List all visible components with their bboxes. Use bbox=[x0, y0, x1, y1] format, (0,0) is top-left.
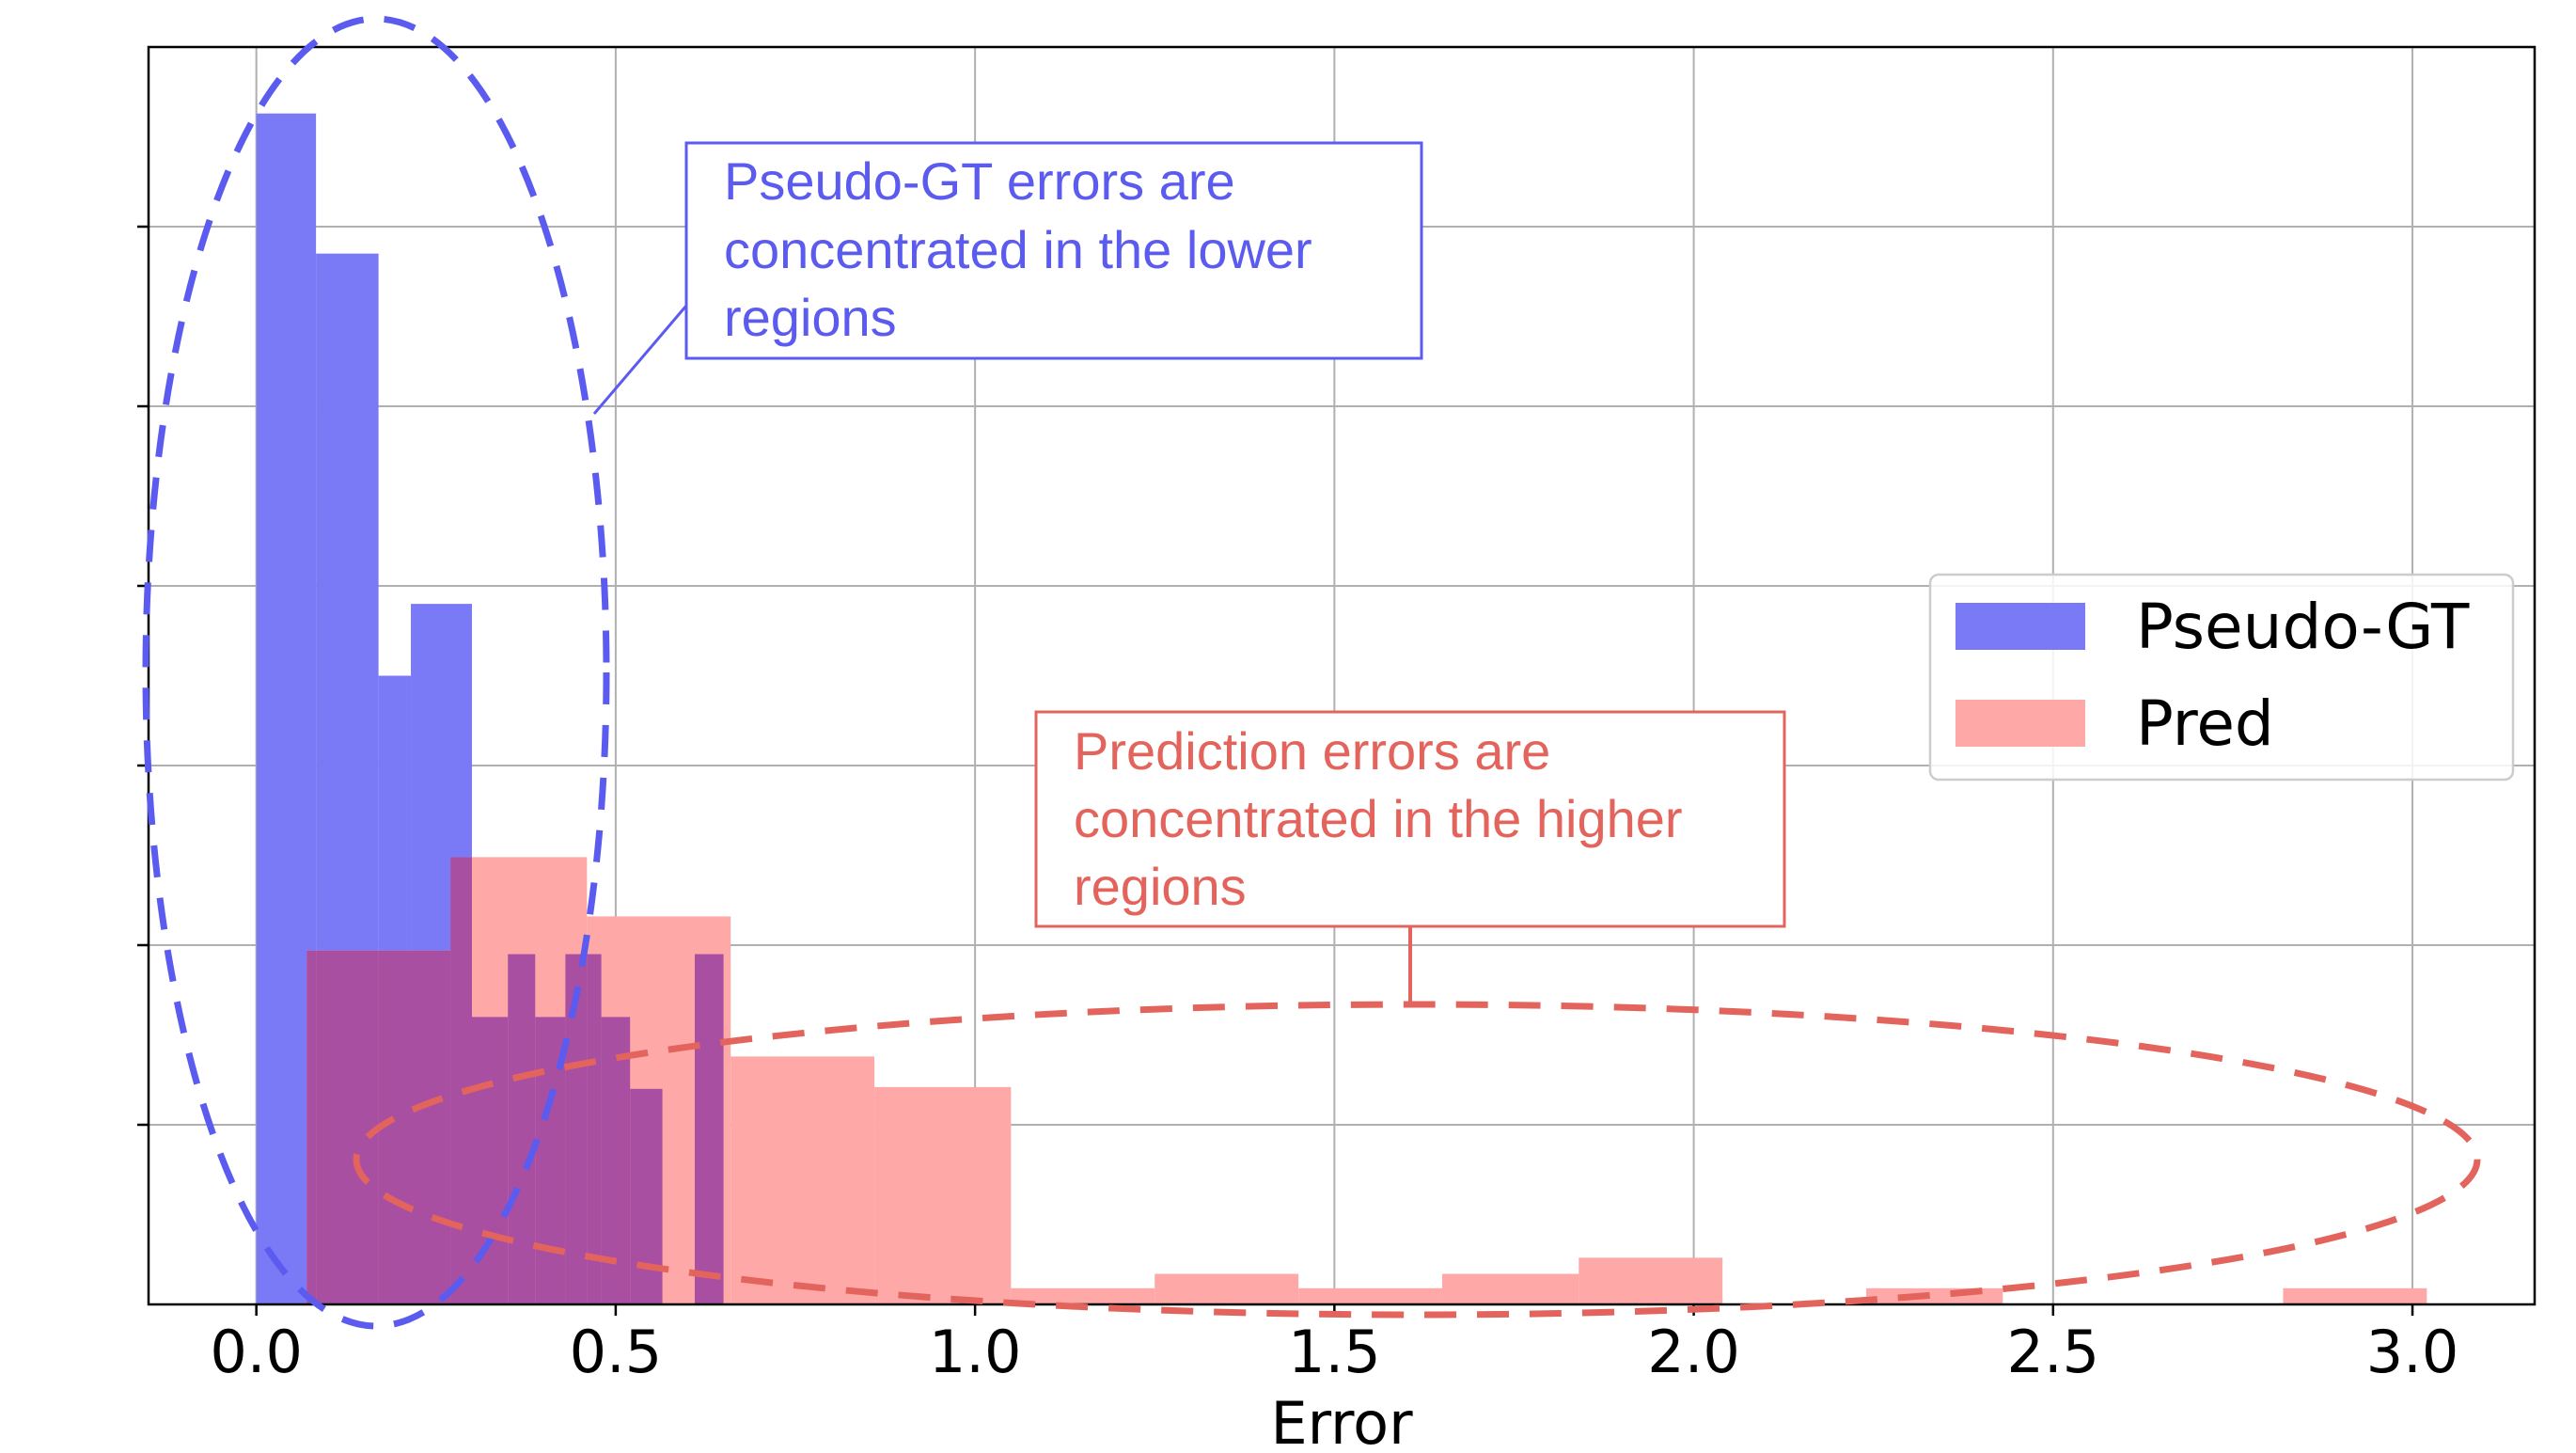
pred-callout-line-2: concentrated in the higher bbox=[1074, 789, 1683, 848]
pseudo-gt-annotation: Pseudo-GT errors are concentrated in the… bbox=[142, 15, 1423, 1330]
overlap-bar-7-1 bbox=[565, 954, 588, 1304]
legend-label-pred: Pred bbox=[2136, 687, 2274, 760]
pred-callout-box bbox=[1034, 710, 1786, 928]
pseudo-gt-callout-line-3: regions bbox=[724, 288, 897, 347]
pred-bar-8 bbox=[1442, 1273, 1579, 1304]
pred-bar-7 bbox=[1298, 1287, 1443, 1304]
pred-dashed-ellipse bbox=[353, 1001, 2481, 1319]
legend-label-pseudo-gt: Pseudo-GT bbox=[2136, 591, 2470, 663]
x-tick-label-3: 1.5 bbox=[1288, 1318, 1381, 1386]
x-tick-label-0: 0.0 bbox=[210, 1318, 303, 1386]
pred-annotation: Prediction errors are concentrated in th… bbox=[353, 710, 2481, 1319]
pseudo-gt-dashed-ellipse bbox=[142, 15, 610, 1330]
histogram-bars bbox=[256, 113, 2427, 1304]
legend: Pseudo-GT Pred bbox=[1928, 573, 2515, 782]
overlap-bar-1-0 bbox=[316, 950, 379, 1304]
pred-bar-11 bbox=[2283, 1287, 2427, 1304]
pseudo-gt-callout-line bbox=[592, 305, 688, 415]
plot-frame bbox=[147, 45, 2537, 1306]
pseudo-gt-callout-line-1: Pseudo-GT errors are bbox=[724, 151, 1235, 211]
axis-ticks: 0.0 0.5 1.0 1.5 2.0 2.5 3.0 bbox=[137, 225, 2459, 1386]
overlap-bar-0-0 bbox=[306, 950, 317, 1304]
pred-bar-6 bbox=[1154, 1273, 1299, 1304]
x-tick-label-4: 2.0 bbox=[1647, 1318, 1740, 1386]
overlap-bar-9-2 bbox=[630, 1088, 663, 1304]
x-tick-label-5: 2.5 bbox=[2007, 1318, 2100, 1386]
overlap-bar-3-0 bbox=[411, 950, 451, 1304]
pseudo-gt-callout-box bbox=[684, 141, 1423, 360]
pred-bar-9 bbox=[1579, 1257, 1723, 1304]
pseudo-gt-bar-0 bbox=[256, 113, 317, 1304]
x-tick-label-1: 0.5 bbox=[570, 1318, 663, 1386]
pred-callout-line-1: Prediction errors are bbox=[1074, 721, 1550, 781]
pseudo-gt-callout-line-2: concentrated in the lower bbox=[724, 220, 1312, 279]
x-tick-label-6: 3.0 bbox=[2366, 1318, 2459, 1386]
overlap-bar-3-1 bbox=[450, 857, 473, 1304]
legend-swatch-pseudo-gt bbox=[1956, 603, 2085, 650]
legend-swatch-pred bbox=[1956, 700, 2085, 747]
overlap-bar-5-1 bbox=[508, 954, 536, 1304]
overlap-bar-7-2 bbox=[587, 954, 602, 1304]
pred-bar-5 bbox=[1011, 1287, 1155, 1304]
overlap-bar-11-2 bbox=[694, 954, 724, 1304]
pred-bar-3 bbox=[730, 1056, 875, 1304]
x-tick-label-2: 1.0 bbox=[929, 1318, 1022, 1386]
x-axis-label: Error bbox=[1270, 1389, 1413, 1453]
pred-callout-line-3: regions bbox=[1074, 857, 1247, 916]
pred-bar-10 bbox=[1866, 1287, 2003, 1304]
pred-bar-4 bbox=[874, 1086, 1012, 1304]
